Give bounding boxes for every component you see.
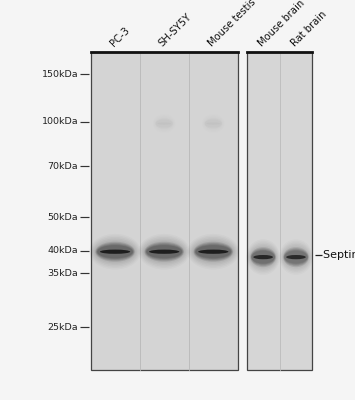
Ellipse shape [283,247,309,267]
Ellipse shape [250,247,276,267]
Text: Mouse brain: Mouse brain [256,0,306,49]
Text: Septin 2: Septin 2 [323,250,355,260]
Ellipse shape [146,244,183,260]
Text: 150kDa: 150kDa [42,70,78,79]
Ellipse shape [251,249,275,265]
Text: 50kDa: 50kDa [48,213,78,222]
Ellipse shape [251,248,275,266]
Ellipse shape [146,244,182,259]
Ellipse shape [157,122,171,125]
Ellipse shape [252,251,275,264]
Text: 100kDa: 100kDa [42,118,78,126]
Ellipse shape [145,242,184,261]
Ellipse shape [195,244,232,260]
Ellipse shape [96,242,134,261]
Ellipse shape [194,242,233,261]
Ellipse shape [207,122,220,125]
Ellipse shape [97,245,133,258]
Bar [247,52,312,370]
Ellipse shape [147,245,182,258]
Ellipse shape [97,244,133,259]
Ellipse shape [100,250,130,254]
Text: 25kDa: 25kDa [48,322,78,332]
Ellipse shape [195,244,231,259]
Text: SH-SY5Y: SH-SY5Y [157,12,194,49]
Ellipse shape [284,251,307,264]
Ellipse shape [251,250,275,264]
Text: 70kDa: 70kDa [48,162,78,171]
Text: Mouse testis: Mouse testis [206,0,258,49]
Ellipse shape [284,248,308,266]
Text: 40kDa: 40kDa [48,246,78,255]
Text: PC-3: PC-3 [108,26,131,49]
Text: 35kDa: 35kDa [47,268,78,278]
Ellipse shape [198,250,228,254]
Ellipse shape [149,250,179,254]
Ellipse shape [95,242,135,262]
Ellipse shape [144,242,184,262]
Ellipse shape [196,245,231,258]
Ellipse shape [193,242,233,262]
Bar [91,52,238,370]
Ellipse shape [286,255,306,259]
Ellipse shape [284,250,308,264]
Ellipse shape [253,255,273,259]
Text: Rat brain: Rat brain [289,10,328,49]
Ellipse shape [96,244,134,260]
Ellipse shape [284,249,308,265]
